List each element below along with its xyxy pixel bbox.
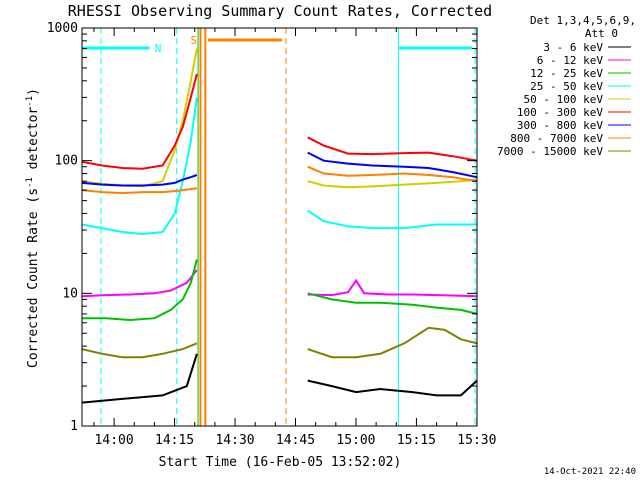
x-tick-label: 14:45 [276, 433, 315, 448]
series-line-5 [307, 136, 478, 162]
legend-item-label: 7000 - 15000 keV [497, 145, 603, 158]
series-line-0 [81, 353, 198, 404]
series-line-1 [81, 269, 198, 298]
legend-item-label: 6 - 12 keV [537, 54, 604, 67]
series-line-8 [307, 326, 478, 359]
series-line-1 [307, 278, 478, 298]
x-tick-label: 15:30 [457, 433, 496, 448]
y-axis-label-end: ) [26, 88, 41, 96]
x-axis-label: Start Time (16-Feb-05 13:52:02) [159, 455, 402, 470]
legend-item-label: 800 - 7000 keV [510, 132, 603, 145]
legend-item-label: 50 - 100 keV [524, 93, 604, 106]
series-layer [81, 48, 478, 404]
series-line-2 [307, 292, 478, 315]
x-tick-label: 15:15 [397, 433, 436, 448]
series-line-7 [81, 187, 198, 195]
legend-item-label: 12 - 25 keV [530, 67, 603, 80]
x-tick-label: 14:30 [215, 433, 254, 448]
series-line-6 [81, 174, 198, 187]
legend-item-label: 3 - 6 keV [543, 41, 603, 54]
y-tick-label: 1000 [47, 21, 78, 36]
series-line-7 [307, 165, 478, 183]
legend-header-line1: Det 1,3,4,5,6,9, [530, 14, 636, 27]
y-axis-label-main: Corrected Count Rate (s [26, 188, 41, 368]
x-tick-label: 14:15 [155, 433, 194, 448]
footer-timestamp: 14-Oct-2021 22:40 [544, 467, 636, 477]
y-tick-label: 10 [62, 286, 78, 301]
chart-title: RHESSI Observing Summary Count Rates, Co… [68, 2, 492, 20]
series-line-3 [81, 97, 198, 236]
night-label: N [155, 42, 162, 55]
x-tick-label: 15:00 [336, 433, 375, 448]
y-axis: 1 10 100 1000 [47, 21, 477, 434]
x-axis: 14:00 14:15 14:30 14:45 15:00 15:15 15:30 [93, 28, 496, 448]
y-axis-label: Corrected Count Rate (s-1 detector-1) [25, 88, 41, 368]
y-tick-label: 100 [55, 154, 78, 169]
legend-item-label: 25 - 50 keV [530, 80, 603, 93]
legend-item-label: 300 - 800 keV [517, 119, 603, 132]
legend-header-line2: Att 0 [585, 27, 618, 40]
plot-frame [81, 27, 478, 427]
legend-item-label: 100 - 300 keV [517, 106, 603, 119]
series-line-5 [81, 73, 198, 170]
x-tick-label: 14:00 [95, 433, 134, 448]
saa-label: S [191, 34, 198, 47]
series-line-8 [81, 342, 198, 359]
series-line-4 [307, 178, 478, 189]
series-line-2 [82, 259, 198, 322]
y-axis-label-mid: detector [26, 107, 41, 178]
series-line-3 [307, 209, 477, 230]
y-axis-label-sup1: -1 [25, 177, 35, 188]
y-axis-label-sup2: -1 [25, 96, 35, 107]
event-markers: NS [82, 28, 476, 426]
series-line-0 [307, 379, 478, 397]
series-line-6 [307, 151, 478, 179]
svg-text:Corrected Count Rate (s-1 dete: Corrected Count Rate (s-1 detector-1) [25, 88, 41, 368]
y-tick-label: 1 [70, 419, 78, 434]
